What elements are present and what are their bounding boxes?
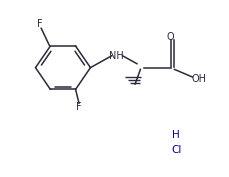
Text: F: F [76, 102, 82, 112]
Text: F: F [37, 19, 43, 29]
Text: NH: NH [109, 51, 124, 61]
Text: O: O [167, 32, 174, 42]
Text: OH: OH [192, 74, 207, 84]
Text: H: H [172, 130, 180, 139]
Text: Cl: Cl [171, 145, 182, 155]
